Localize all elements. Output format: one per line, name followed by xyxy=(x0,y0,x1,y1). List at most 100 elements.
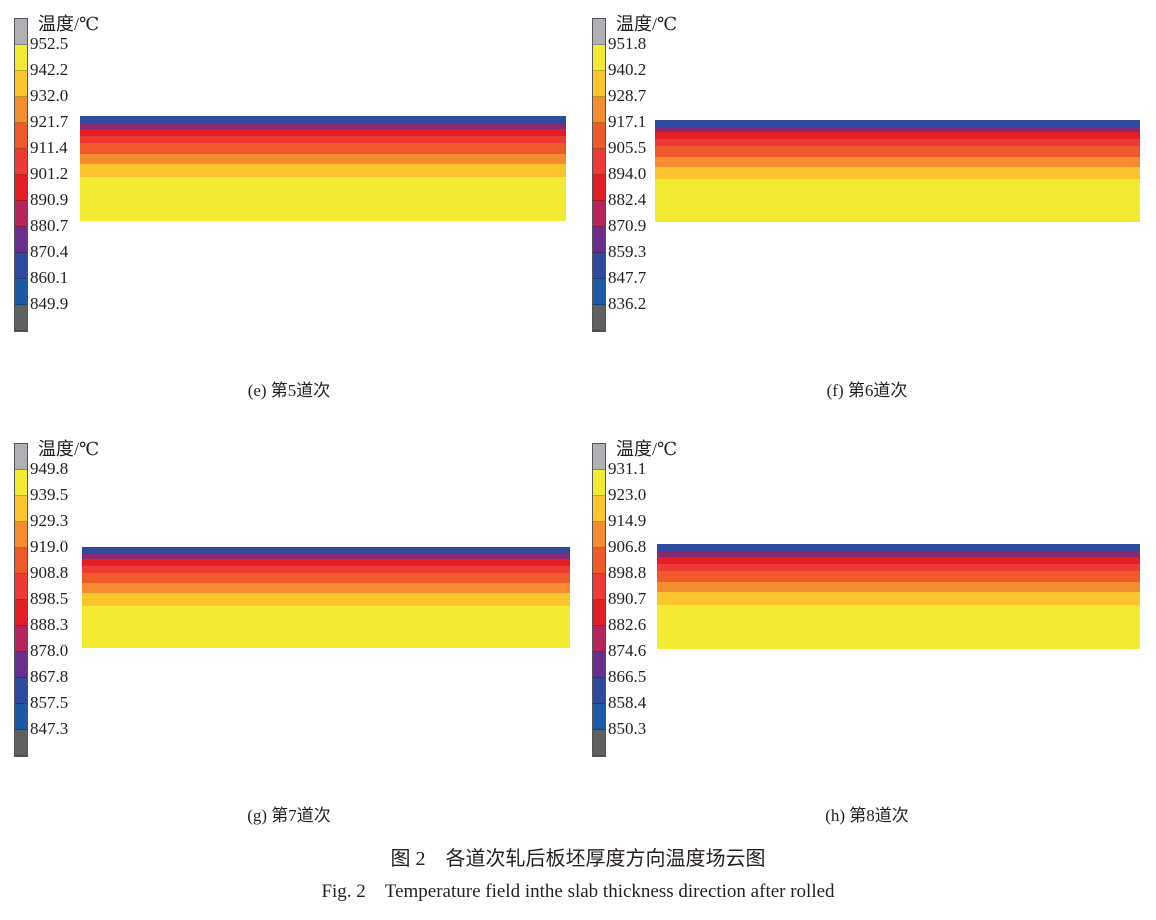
colorbar-unit: 温度/℃ xyxy=(38,14,100,34)
contour-band xyxy=(82,593,570,606)
contour-band xyxy=(657,551,1140,557)
colorbar-tick-label: 859.3 xyxy=(608,242,647,261)
colorbar xyxy=(592,18,606,332)
colorbar-band xyxy=(593,97,605,123)
figure-caption-en: Fig. 2 Temperature field inthe slab thic… xyxy=(321,881,835,902)
colorbar-tick-label: 882.6 xyxy=(608,615,647,634)
colorbar-band xyxy=(15,253,27,279)
colorbar-tick-label: 929.3 xyxy=(30,511,69,530)
colorbar-band xyxy=(593,496,605,522)
colorbar-band xyxy=(15,652,27,678)
colorbar-tick-label: 850.3 xyxy=(608,719,647,738)
contour-band xyxy=(655,120,1140,128)
colorbar-band xyxy=(15,227,27,253)
contour-band xyxy=(655,156,1140,167)
colorbar-tick-label: 917.1 xyxy=(608,112,647,131)
colorbar-band xyxy=(15,522,27,548)
colorbar-band xyxy=(15,279,27,305)
colorbar-band xyxy=(15,305,27,331)
colorbar-tick-label: 860.1 xyxy=(30,268,69,287)
colorbar-band xyxy=(15,19,27,45)
colorbar-tick-label: 847.3 xyxy=(30,719,69,738)
colorbar-band xyxy=(593,444,605,470)
colorbar-band xyxy=(593,678,605,704)
colorbar-band xyxy=(15,548,27,574)
colorbar-tick-label: 898.8 xyxy=(608,563,647,582)
colorbar-band xyxy=(593,149,605,175)
colorbar-unit: 温度/℃ xyxy=(616,14,678,34)
colorbar-tick-label: 890.7 xyxy=(608,589,647,608)
colorbar-tick-label: 942.2 xyxy=(30,60,69,79)
colorbar-band xyxy=(593,704,605,730)
temperature-contour-slab xyxy=(655,120,1140,222)
colorbar-tick-label: 898.5 xyxy=(30,589,69,608)
colorbar-band xyxy=(593,279,605,305)
contour-band xyxy=(655,139,1140,147)
contour-band xyxy=(80,116,566,124)
temperature-contour-slab xyxy=(80,116,566,221)
colorbar-band xyxy=(593,626,605,652)
colorbar-tick-label: 866.5 xyxy=(608,667,647,686)
contour-band xyxy=(80,176,566,221)
colorbar-tick-label: 952.5 xyxy=(30,34,69,53)
colorbar-tick-label: 901.2 xyxy=(30,164,69,183)
temperature-contour-slab xyxy=(657,544,1140,649)
colorbar-tick-label: 882.4 xyxy=(608,190,647,209)
colorbar-tick-label: 905.5 xyxy=(608,138,647,157)
colorbar-band xyxy=(593,652,605,678)
contour-band xyxy=(655,179,1140,222)
colorbar-band xyxy=(593,19,605,45)
contour-band xyxy=(657,592,1140,605)
colorbar-tick-label: 890.9 xyxy=(30,190,69,209)
colorbar-band xyxy=(15,574,27,600)
panel-caption: (g) 第7道次 xyxy=(247,806,331,825)
contour-band xyxy=(657,581,1140,593)
contour-band xyxy=(657,571,1140,582)
colorbar xyxy=(592,443,606,757)
contour-band xyxy=(657,563,1140,572)
contour-band xyxy=(80,153,566,165)
contour-band xyxy=(655,166,1140,180)
figure-caption-cn: 图 2 各道次轧后板坯厚度方向温度场云图 xyxy=(390,848,766,870)
colorbar-tick-label: 870.9 xyxy=(608,216,647,235)
colorbar-tick-label: 858.4 xyxy=(608,693,647,712)
colorbar-tick-label: 908.8 xyxy=(30,563,69,582)
contour-band xyxy=(82,547,570,555)
colorbar-band xyxy=(15,470,27,496)
colorbar-tick-label: 847.7 xyxy=(608,268,647,287)
contour-band xyxy=(82,559,570,567)
contour-band xyxy=(80,128,566,136)
colorbar-tick-label: 857.5 xyxy=(30,693,69,712)
panel-caption: (f) 第6道次 xyxy=(826,381,908,400)
colorbar-band xyxy=(593,253,605,279)
contour-band xyxy=(82,583,570,594)
contour-band xyxy=(80,123,566,129)
colorbar-band xyxy=(15,123,27,149)
contour-band xyxy=(82,605,570,648)
colorbar-tick-label: 932.0 xyxy=(30,86,69,105)
colorbar-band xyxy=(593,227,605,253)
colorbar-band xyxy=(593,123,605,149)
colorbar-band xyxy=(15,149,27,175)
panel-h: 温度/℃ 931.1 923.0 914.9 906.8 898.8 890.7 882.6 8… xyxy=(578,425,1156,845)
colorbar-band xyxy=(15,444,27,470)
colorbar-tick-label: 849.9 xyxy=(30,294,69,313)
colorbar-band xyxy=(15,600,27,626)
colorbar-band xyxy=(593,600,605,626)
colorbar-tick-label: 880.7 xyxy=(30,216,69,235)
colorbar xyxy=(14,18,28,332)
colorbar-band xyxy=(593,548,605,574)
colorbar-band xyxy=(593,71,605,97)
colorbar-tick-label: 939.5 xyxy=(30,485,69,504)
colorbar-band xyxy=(593,470,605,496)
colorbar-tick-label: 923.0 xyxy=(608,485,647,504)
contour-band xyxy=(80,143,566,154)
colorbar-tick-label: 931.1 xyxy=(608,459,647,478)
colorbar-band xyxy=(593,730,605,756)
panel-caption: (e) 第5道次 xyxy=(247,381,331,400)
colorbar-tick-label: 949.8 xyxy=(30,459,69,478)
contour-band xyxy=(655,132,1140,140)
colorbar-tick-label: 878.0 xyxy=(30,641,69,660)
contour-band xyxy=(655,146,1140,157)
panel-f: 温度/℃ 951.8 940.2 928.7 917.1 905.5 894.0 882.4 8… xyxy=(578,0,1156,420)
